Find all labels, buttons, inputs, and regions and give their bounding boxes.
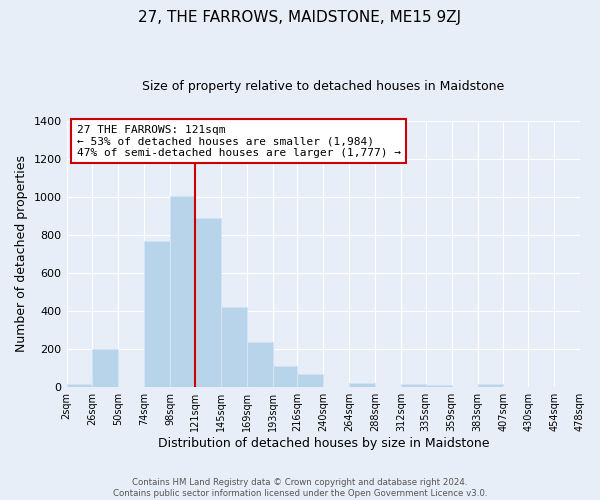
Bar — [272, 366, 298, 388]
Bar — [170, 196, 195, 388]
Bar — [401, 384, 426, 388]
Bar — [195, 218, 221, 388]
Text: 27, THE FARROWS, MAIDSTONE, ME15 9ZJ: 27, THE FARROWS, MAIDSTONE, ME15 9ZJ — [139, 10, 461, 25]
X-axis label: Distribution of detached houses by size in Maidstone: Distribution of detached houses by size … — [158, 437, 489, 450]
Bar — [144, 240, 170, 388]
Bar — [247, 342, 272, 388]
Bar — [426, 386, 452, 388]
Y-axis label: Number of detached properties: Number of detached properties — [15, 156, 28, 352]
Bar — [92, 349, 118, 388]
Bar — [478, 384, 503, 388]
Title: Size of property relative to detached houses in Maidstone: Size of property relative to detached ho… — [142, 80, 505, 93]
Bar — [221, 308, 247, 388]
Bar — [298, 374, 323, 388]
Bar — [67, 384, 92, 388]
Text: Contains HM Land Registry data © Crown copyright and database right 2024.
Contai: Contains HM Land Registry data © Crown c… — [113, 478, 487, 498]
Text: 27 THE FARROWS: 121sqm
← 53% of detached houses are smaller (1,984)
47% of semi-: 27 THE FARROWS: 121sqm ← 53% of detached… — [77, 124, 401, 158]
Bar — [349, 382, 375, 388]
